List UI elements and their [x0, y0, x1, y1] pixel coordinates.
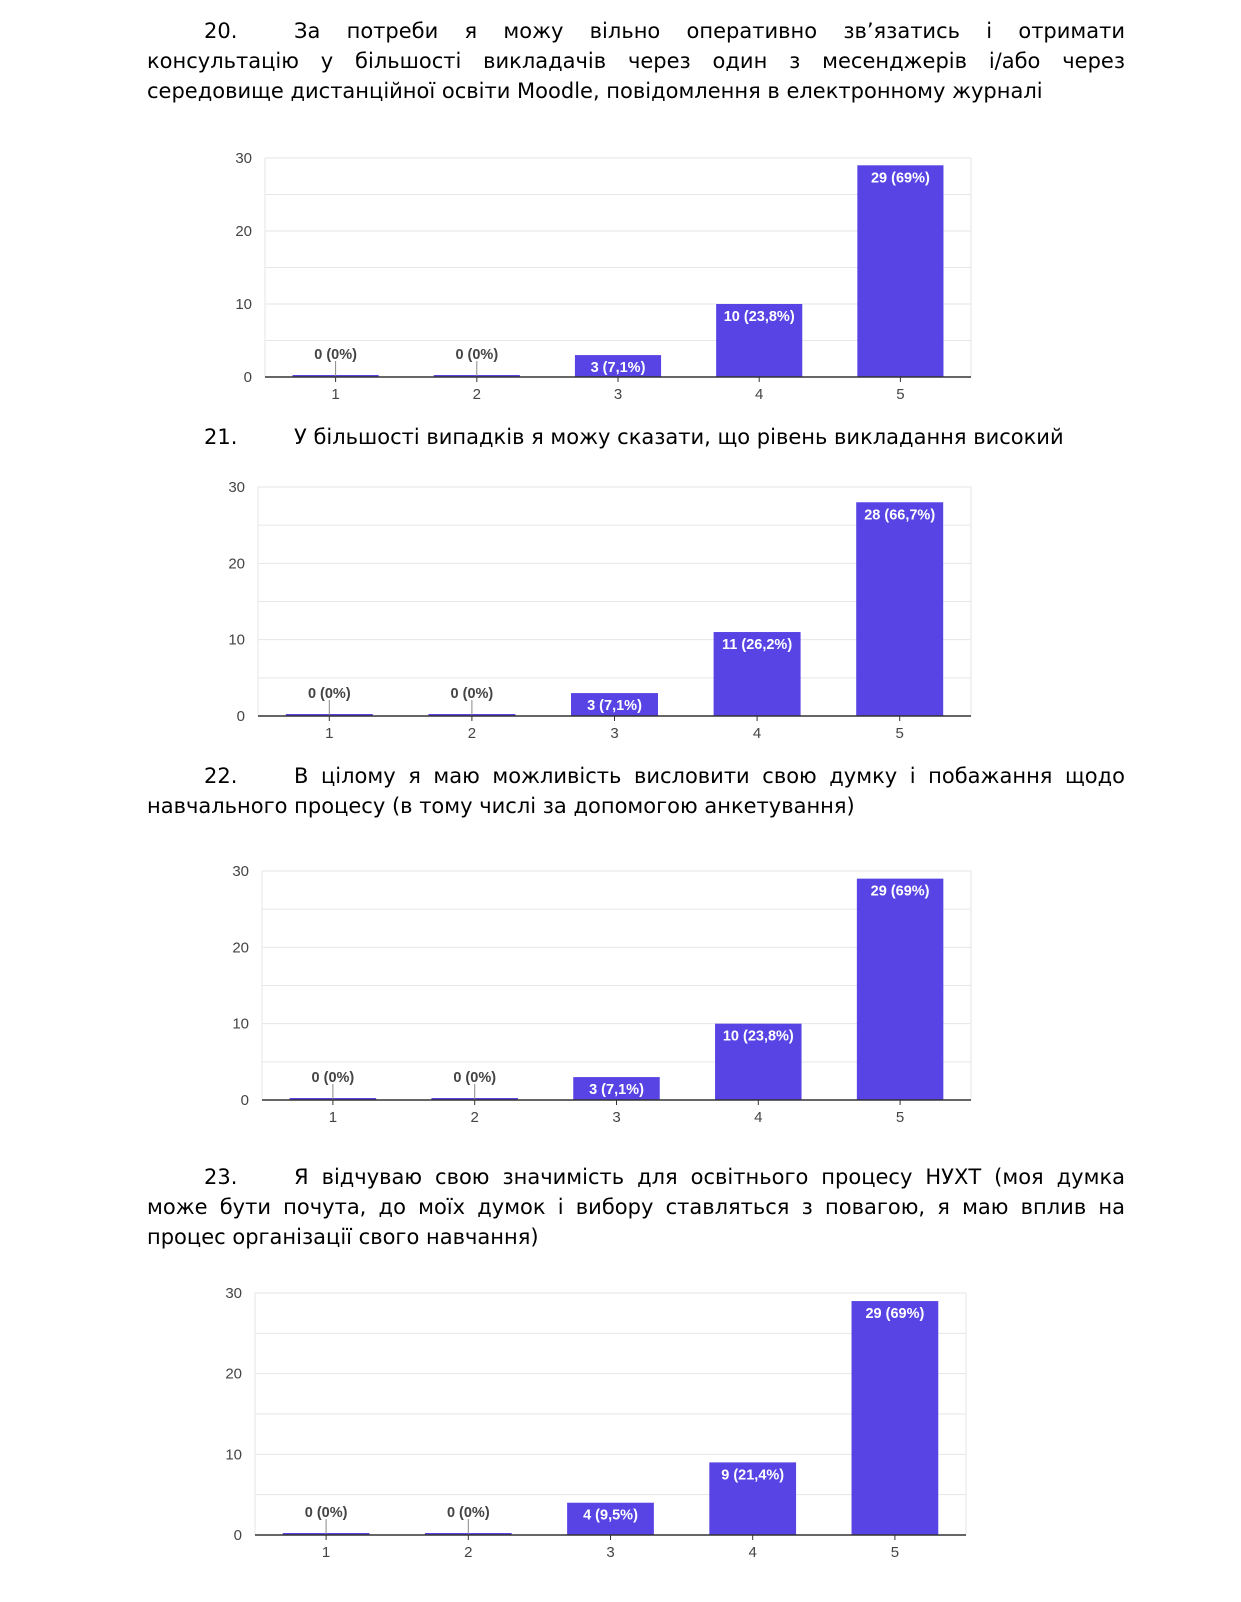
y-tick-label: 0: [237, 708, 245, 725]
x-tick-label: 4: [755, 386, 763, 403]
bar-data-label: 0 (0%): [312, 1070, 355, 1086]
bar-data-label: 3 (7,1%): [589, 1082, 644, 1098]
x-tick-label: 1: [329, 1109, 337, 1126]
x-tick-label: 2: [471, 1109, 479, 1126]
bar-data-label: 0 (0%): [451, 686, 494, 702]
chart-q20: 0 10 20 30 0 (0%) 1 0 (0%) 2 3 (7,1%) 3 10 (23,8%)…: [200, 148, 1041, 413]
bar-data-label: 28 (66,7%): [864, 507, 935, 523]
y-tick-label: 10: [228, 632, 245, 649]
bar-data-label: 3 (7,1%): [591, 360, 646, 376]
x-tick-label: 4: [749, 1544, 757, 1561]
question-number: 23.: [204, 1165, 238, 1189]
bar: [574, 355, 662, 377]
y-tick-label: 0: [244, 369, 252, 386]
y-tick-label: 0: [241, 1092, 249, 1109]
chart-svg: 0 10 20 30 0 (0%) 1 0 (0%) 2 3 (7,1%) 3 10 (23,8%)…: [232, 863, 972, 1126]
question-text: За потреби я можу вільно оперативно зв’я…: [147, 19, 1125, 103]
bar-data-label: 11 (26,2%): [722, 637, 792, 653]
bar: [715, 1023, 802, 1100]
x-tick-label: 3: [606, 1544, 614, 1561]
bar-data-label: 0 (0%): [314, 347, 357, 363]
bar-data-label: 9 (21,4%): [721, 1467, 784, 1483]
bar-data-label: 0 (0%): [308, 686, 351, 702]
bar-data-label: 10 (23,8%): [723, 1029, 794, 1045]
bar-data-label: 29 (69%): [871, 170, 930, 186]
y-tick-label: 20: [228, 555, 245, 572]
y-tick-label: 10: [235, 296, 252, 313]
question-text: В цілому я маю можливість висловити свою…: [147, 764, 1125, 818]
y-tick-label: 20: [235, 223, 252, 240]
y-tick-label: 30: [235, 150, 252, 167]
bar: [709, 1462, 797, 1535]
x-tick-label: 1: [322, 1544, 330, 1561]
question-text: У більшості випадків я можу сказати, що …: [294, 425, 1064, 449]
bar-data-label: 29 (69%): [865, 1306, 924, 1322]
y-tick-label: 30: [232, 863, 249, 880]
chart-q22: 0 10 20 30 0 (0%) 1 0 (0%) 2 3 (7,1%) 3 10 (23,8%)…: [200, 861, 1041, 1136]
y-tick-label: 0: [234, 1527, 242, 1544]
chart-q21: 0 10 20 30 0 (0%) 1 0 (0%) 2 3 (7,1%) 3 11 (26,2%)…: [200, 477, 1041, 752]
x-tick-label: 2: [473, 386, 481, 403]
bar-data-label: 0 (0%): [305, 1505, 348, 1521]
y-tick-label: 20: [232, 939, 249, 956]
bar: [573, 1077, 660, 1100]
bar-data-label: 3 (7,1%): [587, 698, 642, 714]
bar: [856, 502, 944, 716]
chart-svg: 0 10 20 30 0 (0%) 1 0 (0%) 2 3 (7,1%) 3 11 (26,2%)…: [228, 479, 972, 742]
chart-q23: 0 10 20 30 0 (0%) 1 0 (0%) 2 4 (9,5%) 3 9 (21,4%) 4…: [195, 1281, 1036, 1571]
bar-data-label: 0 (0%): [447, 1505, 490, 1521]
bar: [857, 165, 944, 377]
x-tick-label: 4: [754, 1109, 762, 1126]
bar-data-label: 0 (0%): [453, 1070, 496, 1086]
bar: [716, 304, 803, 377]
y-tick-label: 10: [225, 1446, 242, 1463]
chart-svg: 0 10 20 30 0 (0%) 1 0 (0%) 2 4 (9,5%) 3 9 (21,4%) 4…: [225, 1285, 967, 1561]
question-23: 23. Я відчуваю свою значимість для освітн…: [147, 1162, 1125, 1252]
bar-data-label: 4 (9,5%): [583, 1508, 638, 1524]
x-tick-label: 2: [468, 725, 476, 742]
x-tick-label: 3: [614, 386, 622, 403]
x-tick-label: 5: [896, 1109, 904, 1126]
x-tick-label: 5: [896, 386, 904, 403]
x-tick-label: 2: [464, 1544, 472, 1561]
x-tick-label: 4: [753, 725, 761, 742]
y-tick-label: 10: [232, 1016, 249, 1033]
x-tick-label: 5: [896, 725, 904, 742]
bar-data-label: 10 (23,8%): [724, 309, 795, 325]
bar-data-label: 0 (0%): [455, 347, 498, 363]
bar: [567, 1502, 654, 1535]
x-tick-label: 3: [612, 1109, 620, 1126]
question-number: 21.: [204, 425, 238, 449]
y-tick-label: 30: [228, 479, 245, 496]
question-20: 20. За потреби я можу вільно оперативно з…: [147, 16, 1125, 106]
bar: [851, 1301, 939, 1535]
y-tick-label: 30: [225, 1285, 242, 1302]
bar: [713, 632, 801, 716]
question-number: 22.: [204, 764, 238, 788]
x-tick-label: 5: [891, 1544, 899, 1561]
bar: [571, 693, 658, 716]
question-number: 20.: [204, 19, 238, 43]
y-tick-label: 20: [225, 1366, 242, 1383]
x-tick-label: 3: [610, 725, 618, 742]
bar: [856, 878, 944, 1100]
bar-data-label: 29 (69%): [871, 884, 930, 900]
x-tick-label: 1: [325, 725, 333, 742]
question-22: 22. В цілому я маю можливість висловити с…: [147, 761, 1125, 821]
question-21: 21. У більшості випадків я можу сказати, …: [147, 422, 1125, 452]
x-tick-label: 1: [331, 386, 339, 403]
question-text: Я відчуваю свою значимість для освітньог…: [147, 1165, 1125, 1249]
chart-svg: 0 10 20 30 0 (0%) 1 0 (0%) 2 3 (7,1%) 3 10 (23,8%)…: [235, 150, 972, 403]
